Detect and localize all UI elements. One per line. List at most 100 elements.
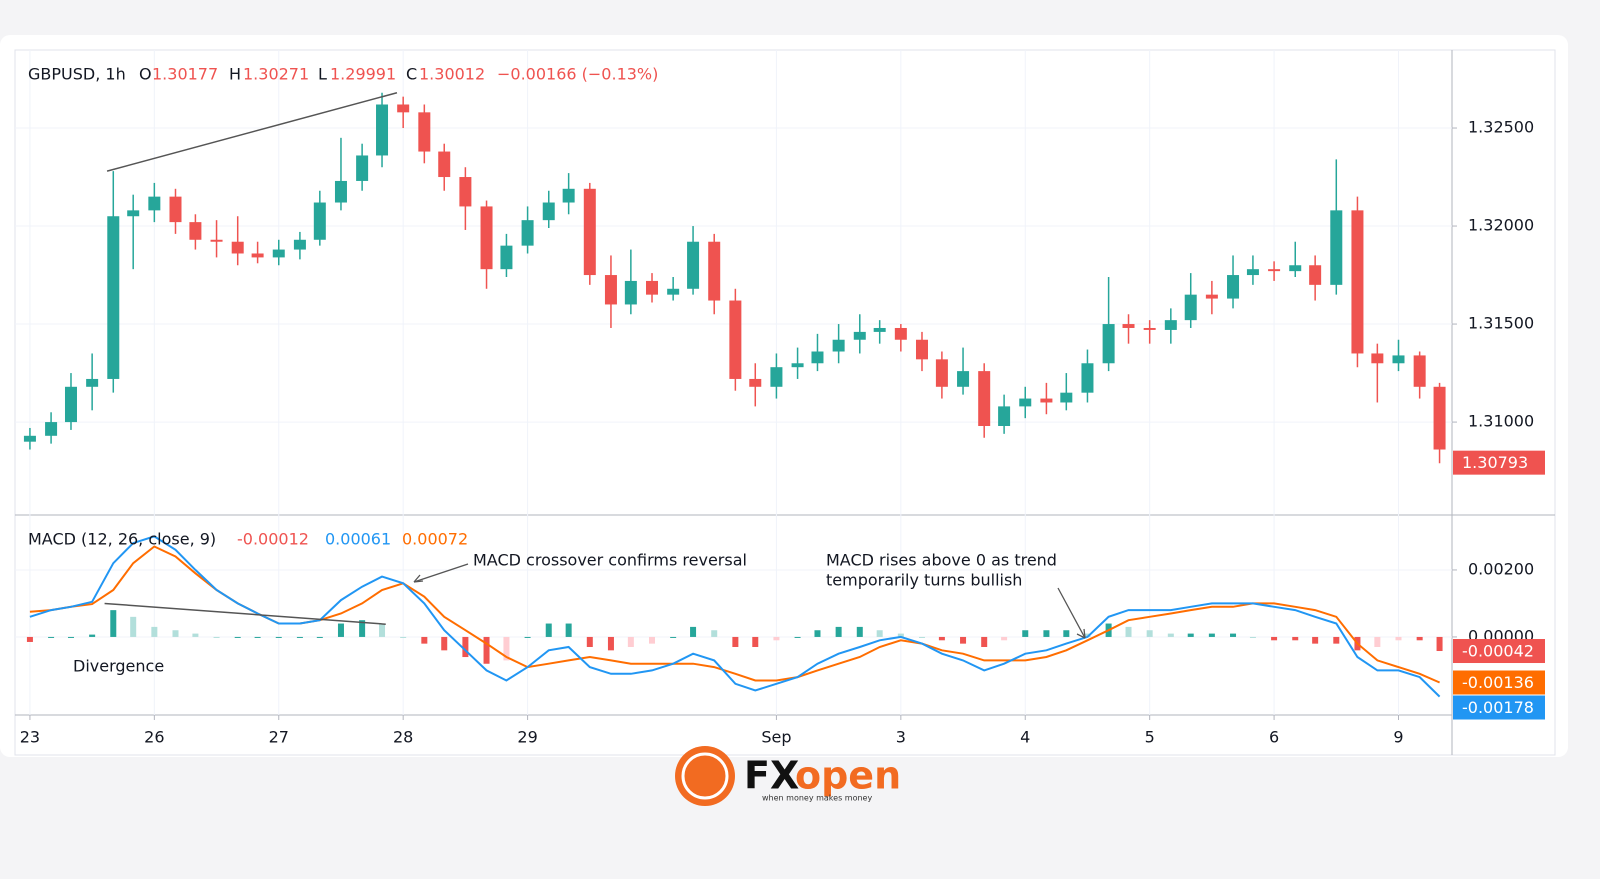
candle-body bbox=[459, 177, 472, 207]
x-tick-label: 23 bbox=[20, 728, 40, 747]
histogram-bar bbox=[1416, 636, 1423, 641]
candle-body bbox=[998, 406, 1011, 426]
price-tag bbox=[1453, 695, 1545, 720]
histogram-bar bbox=[48, 636, 55, 638]
candle-body bbox=[1433, 386, 1446, 450]
histogram-bar bbox=[1292, 636, 1299, 641]
histogram-bar bbox=[711, 630, 718, 637]
histogram-bar bbox=[876, 630, 883, 637]
x-tick-label: 28 bbox=[393, 728, 413, 747]
candle-body bbox=[1309, 265, 1322, 285]
x-tick-label: 4 bbox=[1020, 728, 1030, 747]
price-tag-label: -0.00178 bbox=[1462, 698, 1534, 717]
histogram-bar bbox=[545, 623, 552, 637]
candle-body bbox=[1102, 324, 1115, 364]
candle-body bbox=[687, 241, 700, 289]
logo-tagline: when money makes money bbox=[762, 794, 872, 803]
candle-body bbox=[1330, 210, 1343, 285]
histogram-bar bbox=[897, 633, 904, 637]
macd-line bbox=[29, 535, 1441, 698]
legend-value: 0.00072 bbox=[402, 530, 468, 549]
histogram-bar bbox=[1271, 636, 1278, 641]
histogram-bar bbox=[960, 636, 967, 644]
candle-body bbox=[231, 241, 244, 254]
histogram-bar bbox=[670, 636, 677, 638]
histogram-bar bbox=[1395, 636, 1402, 641]
candle-body bbox=[418, 112, 431, 152]
histogram-bar bbox=[1374, 636, 1381, 647]
candle-body bbox=[86, 378, 99, 387]
candle-body bbox=[1351, 210, 1364, 354]
histogram-bar bbox=[421, 636, 428, 644]
legend-value: 0.00061 bbox=[325, 530, 391, 549]
candle-body bbox=[1413, 355, 1426, 387]
y-tick-label: 1.32500 bbox=[1468, 118, 1534, 137]
histogram-bar bbox=[379, 623, 386, 637]
histogram-bar bbox=[752, 636, 759, 647]
candle-body bbox=[127, 210, 140, 217]
histogram-bar bbox=[918, 636, 925, 638]
candle-body bbox=[542, 202, 555, 221]
histogram-bar bbox=[1043, 630, 1050, 637]
candle-body bbox=[667, 288, 680, 295]
candle-body bbox=[978, 371, 991, 426]
histogram-bar bbox=[794, 636, 801, 638]
histogram-bar bbox=[981, 636, 988, 647]
candle-body bbox=[107, 216, 120, 379]
candle-body bbox=[1081, 363, 1094, 393]
legend-value: 1.29991 bbox=[330, 65, 396, 84]
candle-body bbox=[853, 331, 866, 340]
histogram-bar bbox=[316, 636, 323, 638]
histogram-bar bbox=[1125, 626, 1132, 637]
histogram-bar bbox=[26, 636, 33, 642]
histogram-bar bbox=[835, 626, 842, 637]
candle-body bbox=[23, 435, 36, 442]
candle-body bbox=[708, 241, 721, 301]
legend-value: 1.30012 bbox=[419, 65, 485, 84]
candle-body bbox=[521, 220, 534, 246]
candle-body bbox=[749, 378, 762, 387]
histogram-bar bbox=[296, 636, 303, 638]
candle-body bbox=[376, 104, 389, 156]
price-tag-label: 1.30793 bbox=[1462, 453, 1528, 472]
annotation-arrow bbox=[413, 563, 469, 583]
candle-body bbox=[1227, 275, 1240, 299]
grid bbox=[15, 50, 1457, 720]
candle-body bbox=[562, 188, 575, 203]
x-tick-label: 27 bbox=[269, 728, 289, 747]
histogram-bar bbox=[607, 636, 614, 651]
marks bbox=[23, 92, 1446, 698]
histogram-bar bbox=[234, 636, 241, 638]
candle-body bbox=[915, 339, 928, 360]
price-tag-label: -0.00136 bbox=[1462, 673, 1534, 692]
candle-body bbox=[169, 196, 182, 223]
legend-value: 1.30271 bbox=[243, 65, 309, 84]
histogram-bar bbox=[1230, 633, 1237, 637]
candle-body bbox=[64, 386, 77, 423]
candle-body bbox=[500, 245, 513, 270]
annotation: Divergence bbox=[73, 657, 164, 676]
histogram-bar bbox=[151, 626, 158, 637]
histogram-bar bbox=[1333, 636, 1340, 644]
histogram-bar bbox=[1146, 630, 1153, 637]
histogram-bar bbox=[856, 626, 863, 637]
candle-body bbox=[832, 339, 845, 352]
histogram-bar bbox=[441, 636, 448, 651]
candle-body bbox=[583, 188, 596, 276]
candle-body bbox=[1060, 392, 1073, 403]
arrow-head bbox=[1076, 628, 1086, 639]
x-tick-label: 6 bbox=[1269, 728, 1279, 747]
histogram-bar bbox=[1001, 636, 1008, 641]
histogram-bar bbox=[1187, 633, 1194, 637]
candle-body bbox=[646, 280, 659, 295]
histogram-bar bbox=[1167, 633, 1174, 637]
histogram-bar bbox=[649, 636, 656, 644]
histogram-bar bbox=[503, 636, 510, 661]
candle-body bbox=[811, 351, 824, 364]
histogram-bar bbox=[627, 636, 634, 647]
histogram-bar bbox=[732, 636, 739, 647]
candle-body bbox=[313, 202, 326, 240]
candle-body bbox=[251, 253, 264, 258]
candle-body bbox=[480, 206, 493, 270]
candle-body bbox=[148, 196, 161, 211]
